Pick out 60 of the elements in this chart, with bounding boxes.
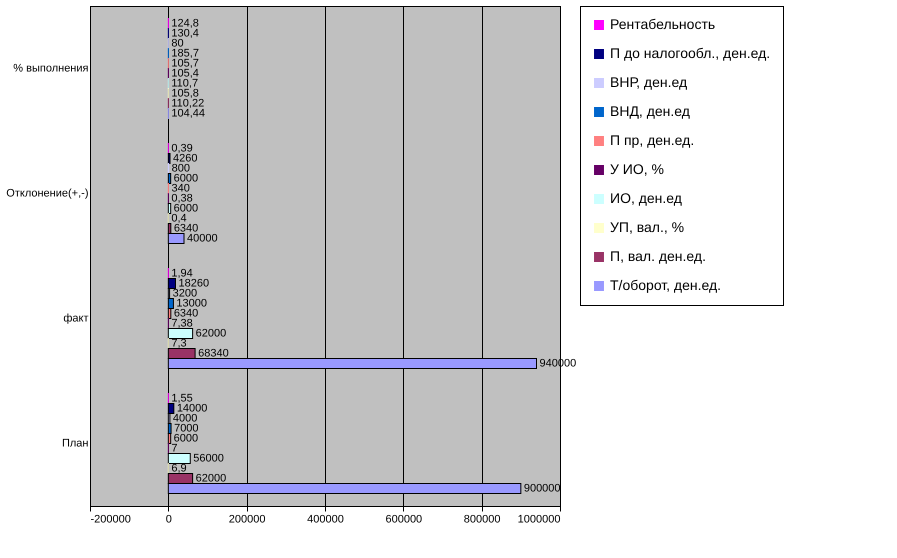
- data-label: 7000: [174, 422, 199, 434]
- legend-label: ВНР, ден.ед: [610, 74, 688, 90]
- data-label: 6000: [174, 202, 198, 214]
- data-label: 80: [171, 38, 184, 50]
- data-label: 105,8: [171, 88, 199, 100]
- legend-label: П до налогообл., ден.ед.: [610, 45, 770, 61]
- legend-label: П, вал. ден.ед.: [610, 248, 706, 264]
- data-label: 1,94: [171, 268, 193, 280]
- data-label: 7,38: [171, 318, 193, 330]
- x-tick-label: 200000: [228, 514, 266, 526]
- y-tick-label: План: [62, 438, 88, 450]
- data-label: 56000: [193, 452, 224, 464]
- data-label: 7: [171, 442, 178, 454]
- data-label: 4000: [172, 412, 198, 424]
- x-tick-label: 0: [166, 514, 172, 526]
- data-label: 6000: [174, 172, 198, 184]
- x-tick-label: 600000: [385, 514, 422, 526]
- legend-label: УП, вал., %: [610, 219, 684, 235]
- legend-label: ВНД, ден.ед: [610, 103, 690, 119]
- data-label: 124,8: [171, 18, 199, 30]
- data-label: 340: [171, 182, 190, 194]
- data-label: 6000: [174, 432, 198, 444]
- data-label: 6340: [174, 308, 198, 320]
- data-label: 62000: [196, 472, 226, 484]
- x-tick-label: 1000000: [518, 514, 560, 526]
- legend-label: П пр, ден.ед.: [610, 132, 694, 148]
- data-label: 0,38: [171, 192, 193, 204]
- x-tick-label: 400000: [307, 514, 344, 526]
- data-label: 104,44: [171, 108, 206, 120]
- y-tick-label: Отклонение(+,-): [6, 188, 88, 200]
- data-label: 6,9: [171, 462, 187, 474]
- data-label: 0,4: [171, 212, 187, 224]
- legend-label: У ИО, %: [610, 161, 664, 177]
- legend-label: ИО, ден.ед: [610, 190, 682, 206]
- data-label: 110,22: [171, 98, 204, 110]
- data-label: 185,7: [171, 48, 199, 60]
- data-label: 900000: [524, 482, 561, 494]
- y-tick-label: % выполнения: [13, 62, 89, 74]
- data-label: 105,4: [171, 68, 199, 80]
- x-tick-label: 800000: [464, 514, 501, 526]
- data-label: 1,55: [171, 392, 193, 404]
- data-label: 3200: [172, 288, 198, 300]
- data-label: 62000: [196, 328, 226, 340]
- legend-label: Рентабельность: [610, 16, 716, 32]
- data-label: 0,39: [171, 142, 193, 154]
- data-label: 800: [172, 162, 190, 174]
- data-label: 14000: [176, 402, 208, 414]
- data-label: 68340: [198, 348, 229, 360]
- legend-label: Т/оборот, ден.ед.: [610, 277, 722, 293]
- data-label: 130,4: [171, 28, 199, 40]
- data-label: 6340: [174, 222, 198, 234]
- data-label: 110,7: [171, 78, 198, 90]
- data-label: 18260: [178, 278, 210, 290]
- x-tick-label: -200000: [90, 514, 131, 526]
- y-tick-label: факт: [63, 312, 88, 324]
- data-label: 4260: [173, 152, 198, 164]
- data-label: 105,7: [171, 58, 199, 70]
- data-label: 13000: [176, 298, 208, 310]
- data-label: 40000: [187, 232, 218, 244]
- data-label: 7,3: [171, 338, 187, 350]
